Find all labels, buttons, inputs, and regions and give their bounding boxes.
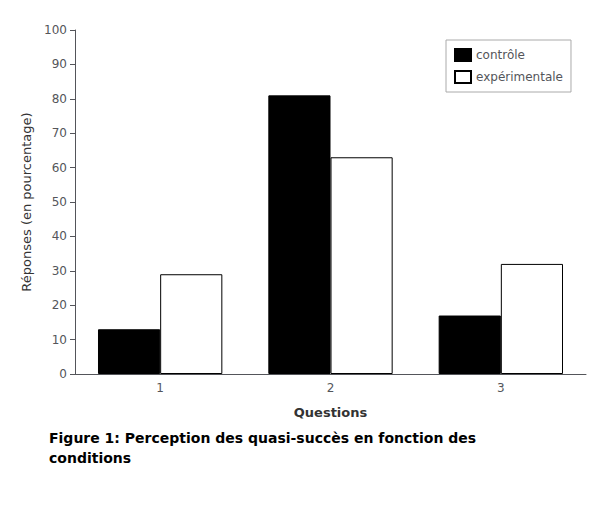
svg-text:70: 70	[52, 126, 67, 140]
svg-text:3: 3	[497, 381, 505, 395]
svg-text:10: 10	[52, 333, 67, 347]
svg-text:50: 50	[52, 195, 67, 209]
svg-text:80: 80	[52, 92, 67, 106]
svg-text:expérimentale: expérimentale	[476, 70, 563, 84]
svg-text:conditions: conditions	[49, 450, 131, 466]
svg-text:90: 90	[52, 57, 67, 71]
svg-text:1: 1	[156, 381, 164, 395]
svg-text:contrôle: contrôle	[476, 48, 525, 62]
svg-text:Réponses (en pourcentage): Réponses (en pourcentage)	[19, 112, 34, 291]
svg-text:20: 20	[52, 298, 67, 312]
svg-text:0: 0	[59, 367, 67, 381]
svg-text:Figure 1: Perception des quasi: Figure 1: Perception des quasi-succès en…	[49, 430, 476, 446]
svg-text:30: 30	[52, 264, 67, 278]
svg-text:60: 60	[52, 161, 67, 175]
svg-text:Questions: Questions	[294, 405, 368, 420]
svg-text:40: 40	[52, 229, 67, 243]
svg-text:2: 2	[327, 381, 335, 395]
svg-text:100: 100	[44, 23, 67, 37]
